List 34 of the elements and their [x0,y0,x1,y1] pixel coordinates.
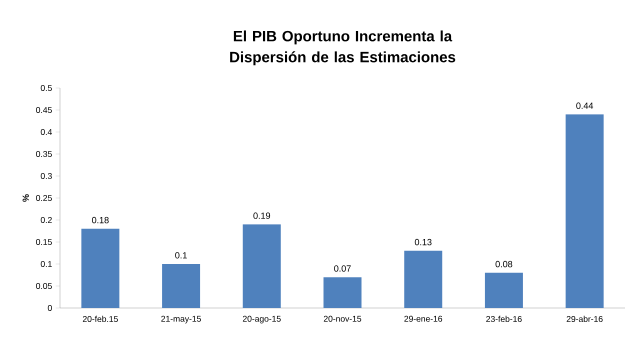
x-tick-label: 20-feb.15 [82,316,118,322]
y-axis-title: % [22,194,29,202]
data-label: 0.07 [334,265,351,272]
y-tick-label: 0 [48,305,52,311]
x-tick-label: 29-abr-16 [566,316,603,322]
bar [162,264,200,308]
x-tick-label: 29-ene-16 [404,316,442,322]
bar [324,277,362,308]
y-tick-label: 0.15 [36,239,52,245]
y-tick-label: 0.35 [36,151,52,157]
y-tick-label: 0.5 [40,85,52,91]
x-tick-label: 23-feb-16 [486,316,522,322]
y-tick-label: 0.25 [36,195,52,201]
data-label: 0.1 [175,252,187,258]
data-label: 0.44 [576,102,594,109]
y-tick-label: 0.2 [40,217,52,223]
data-label: 0.18 [92,216,109,224]
x-tick-label: 20-nov-15 [324,316,362,322]
y-tick-label: 0.1 [40,261,52,267]
data-label: 0.19 [253,212,270,219]
x-tick-label: 20-ago-15 [242,316,281,324]
bar [404,250,442,308]
y-tick-label: 0.3 [40,173,52,179]
data-label: 0.08 [496,260,512,268]
y-tick-label: 0.05 [36,283,52,289]
bar [242,224,281,308]
chart-title: El PIB Oportuno Incrementa la Dispersión de las Estimaciones [230,30,456,66]
bar [566,114,604,308]
bar [484,272,523,308]
y-tick-label: 0.4 [40,129,52,135]
x-tick-label: 21-may-15 [161,316,201,324]
y-tick-label: 0.45 [36,107,52,113]
data-label: 0.13 [414,238,432,246]
bar [81,228,120,308]
